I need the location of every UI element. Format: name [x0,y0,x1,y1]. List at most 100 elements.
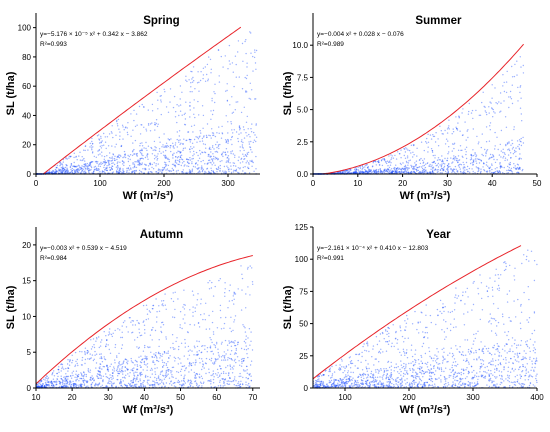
data-point [367,345,369,347]
data-point [41,385,43,387]
data-point [77,373,80,376]
data-point [437,157,440,159]
data-point [234,293,237,295]
data-point [489,125,491,127]
data-point [83,384,86,386]
data-point [407,169,409,171]
data-point [71,172,73,174]
data-point [65,385,68,387]
data-point [205,302,207,304]
data-point [108,378,111,380]
data-point [230,350,233,352]
data-point [388,155,390,157]
data-point [59,169,61,171]
data-point [429,171,431,173]
data-point [385,368,387,370]
data-point [146,313,149,315]
data-point [226,99,229,102]
data-point [118,128,120,130]
data-point [227,142,229,144]
data-point [173,95,176,98]
data-point [344,171,347,174]
data-point [423,170,425,173]
data-point [200,351,202,354]
data-point [498,370,500,372]
data-point [397,384,399,386]
data-point [375,171,378,174]
data-point [347,172,349,174]
data-point [147,145,150,147]
data-point [486,150,488,152]
data-point [467,129,469,131]
data-point [347,171,349,173]
data-point [200,382,203,384]
data-point [214,373,217,375]
data-point [422,170,424,172]
data-point [131,320,133,322]
data-point [93,379,95,381]
data-point [101,162,104,165]
data-point [213,162,215,164]
data-point [190,125,193,128]
data-point [518,147,520,149]
data-point [42,378,45,380]
data-point [163,146,165,148]
data-point [90,169,92,171]
data-point [246,115,248,118]
data-point [371,166,374,168]
data-point [41,386,43,388]
data-point [475,154,478,156]
data-point [71,359,74,362]
data-point [65,373,67,375]
data-point [392,157,395,159]
data-point [146,363,149,365]
data-point [83,163,85,165]
data-point [365,170,367,172]
data-point [224,151,226,153]
data-point [358,171,361,173]
data-point [450,157,452,159]
data-point [235,384,237,387]
data-point [163,383,165,385]
data-point [142,168,144,170]
data-point [385,377,387,379]
data-point [432,386,435,388]
data-point [96,169,98,171]
data-point [413,154,415,156]
data-point [84,380,86,382]
data-point [182,306,184,308]
data-point [491,381,494,383]
data-point [373,171,375,173]
data-point [97,150,99,152]
data-point [110,166,112,169]
data-point [521,120,523,122]
data-point [76,374,79,377]
data-point [417,169,420,172]
data-point [95,160,98,163]
data-point [162,303,164,305]
data-point [227,307,229,309]
data-point [248,328,251,330]
data-point [161,371,163,373]
data-point [175,156,177,158]
data-point [396,171,398,173]
data-point [79,172,82,174]
data-point [145,376,147,378]
data-point [231,372,234,374]
data-point [253,131,255,134]
data-point [222,155,224,158]
data-point [212,374,214,376]
data-point [202,364,204,366]
data-point [398,372,400,375]
data-point [395,383,397,385]
data-point [486,149,489,151]
data-point [348,375,351,378]
data-point [102,375,105,377]
data-point [58,168,60,170]
data-point [70,170,73,172]
data-point [390,374,393,376]
data-point [485,170,488,173]
data-point [435,165,437,167]
data-point [423,382,426,384]
data-point [189,385,192,387]
